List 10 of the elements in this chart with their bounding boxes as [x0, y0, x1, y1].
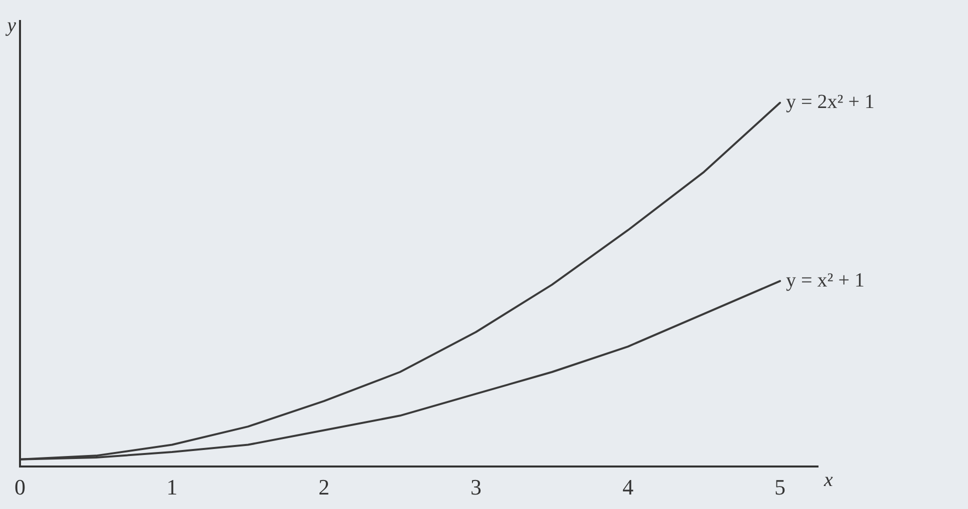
series-label: y = x² + 1	[786, 269, 865, 292]
x-axis-title: x	[823, 468, 833, 491]
y-axis-title: y	[5, 14, 16, 36]
x-tick-label: 2	[318, 474, 330, 500]
x-tick-label: 0	[14, 474, 26, 500]
x-tick-label: 1	[166, 474, 178, 500]
x-tick-label: 5	[774, 474, 786, 500]
x-tick-label: 4	[622, 474, 634, 500]
x-tick-label: 3	[470, 474, 482, 500]
series-label: y = 2x² + 1	[786, 91, 875, 114]
